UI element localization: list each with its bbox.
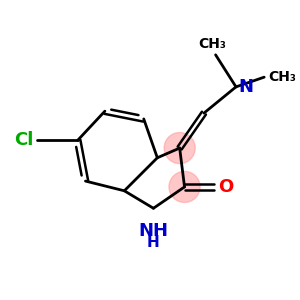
Text: CH₃: CH₃ xyxy=(268,70,296,84)
Text: N: N xyxy=(238,78,253,96)
Text: NH: NH xyxy=(138,222,168,240)
Text: O: O xyxy=(218,178,234,196)
Circle shape xyxy=(169,171,200,202)
Text: H: H xyxy=(147,236,160,250)
Text: CH₃: CH₃ xyxy=(198,37,226,51)
Text: Cl: Cl xyxy=(14,131,33,149)
Circle shape xyxy=(164,133,195,164)
